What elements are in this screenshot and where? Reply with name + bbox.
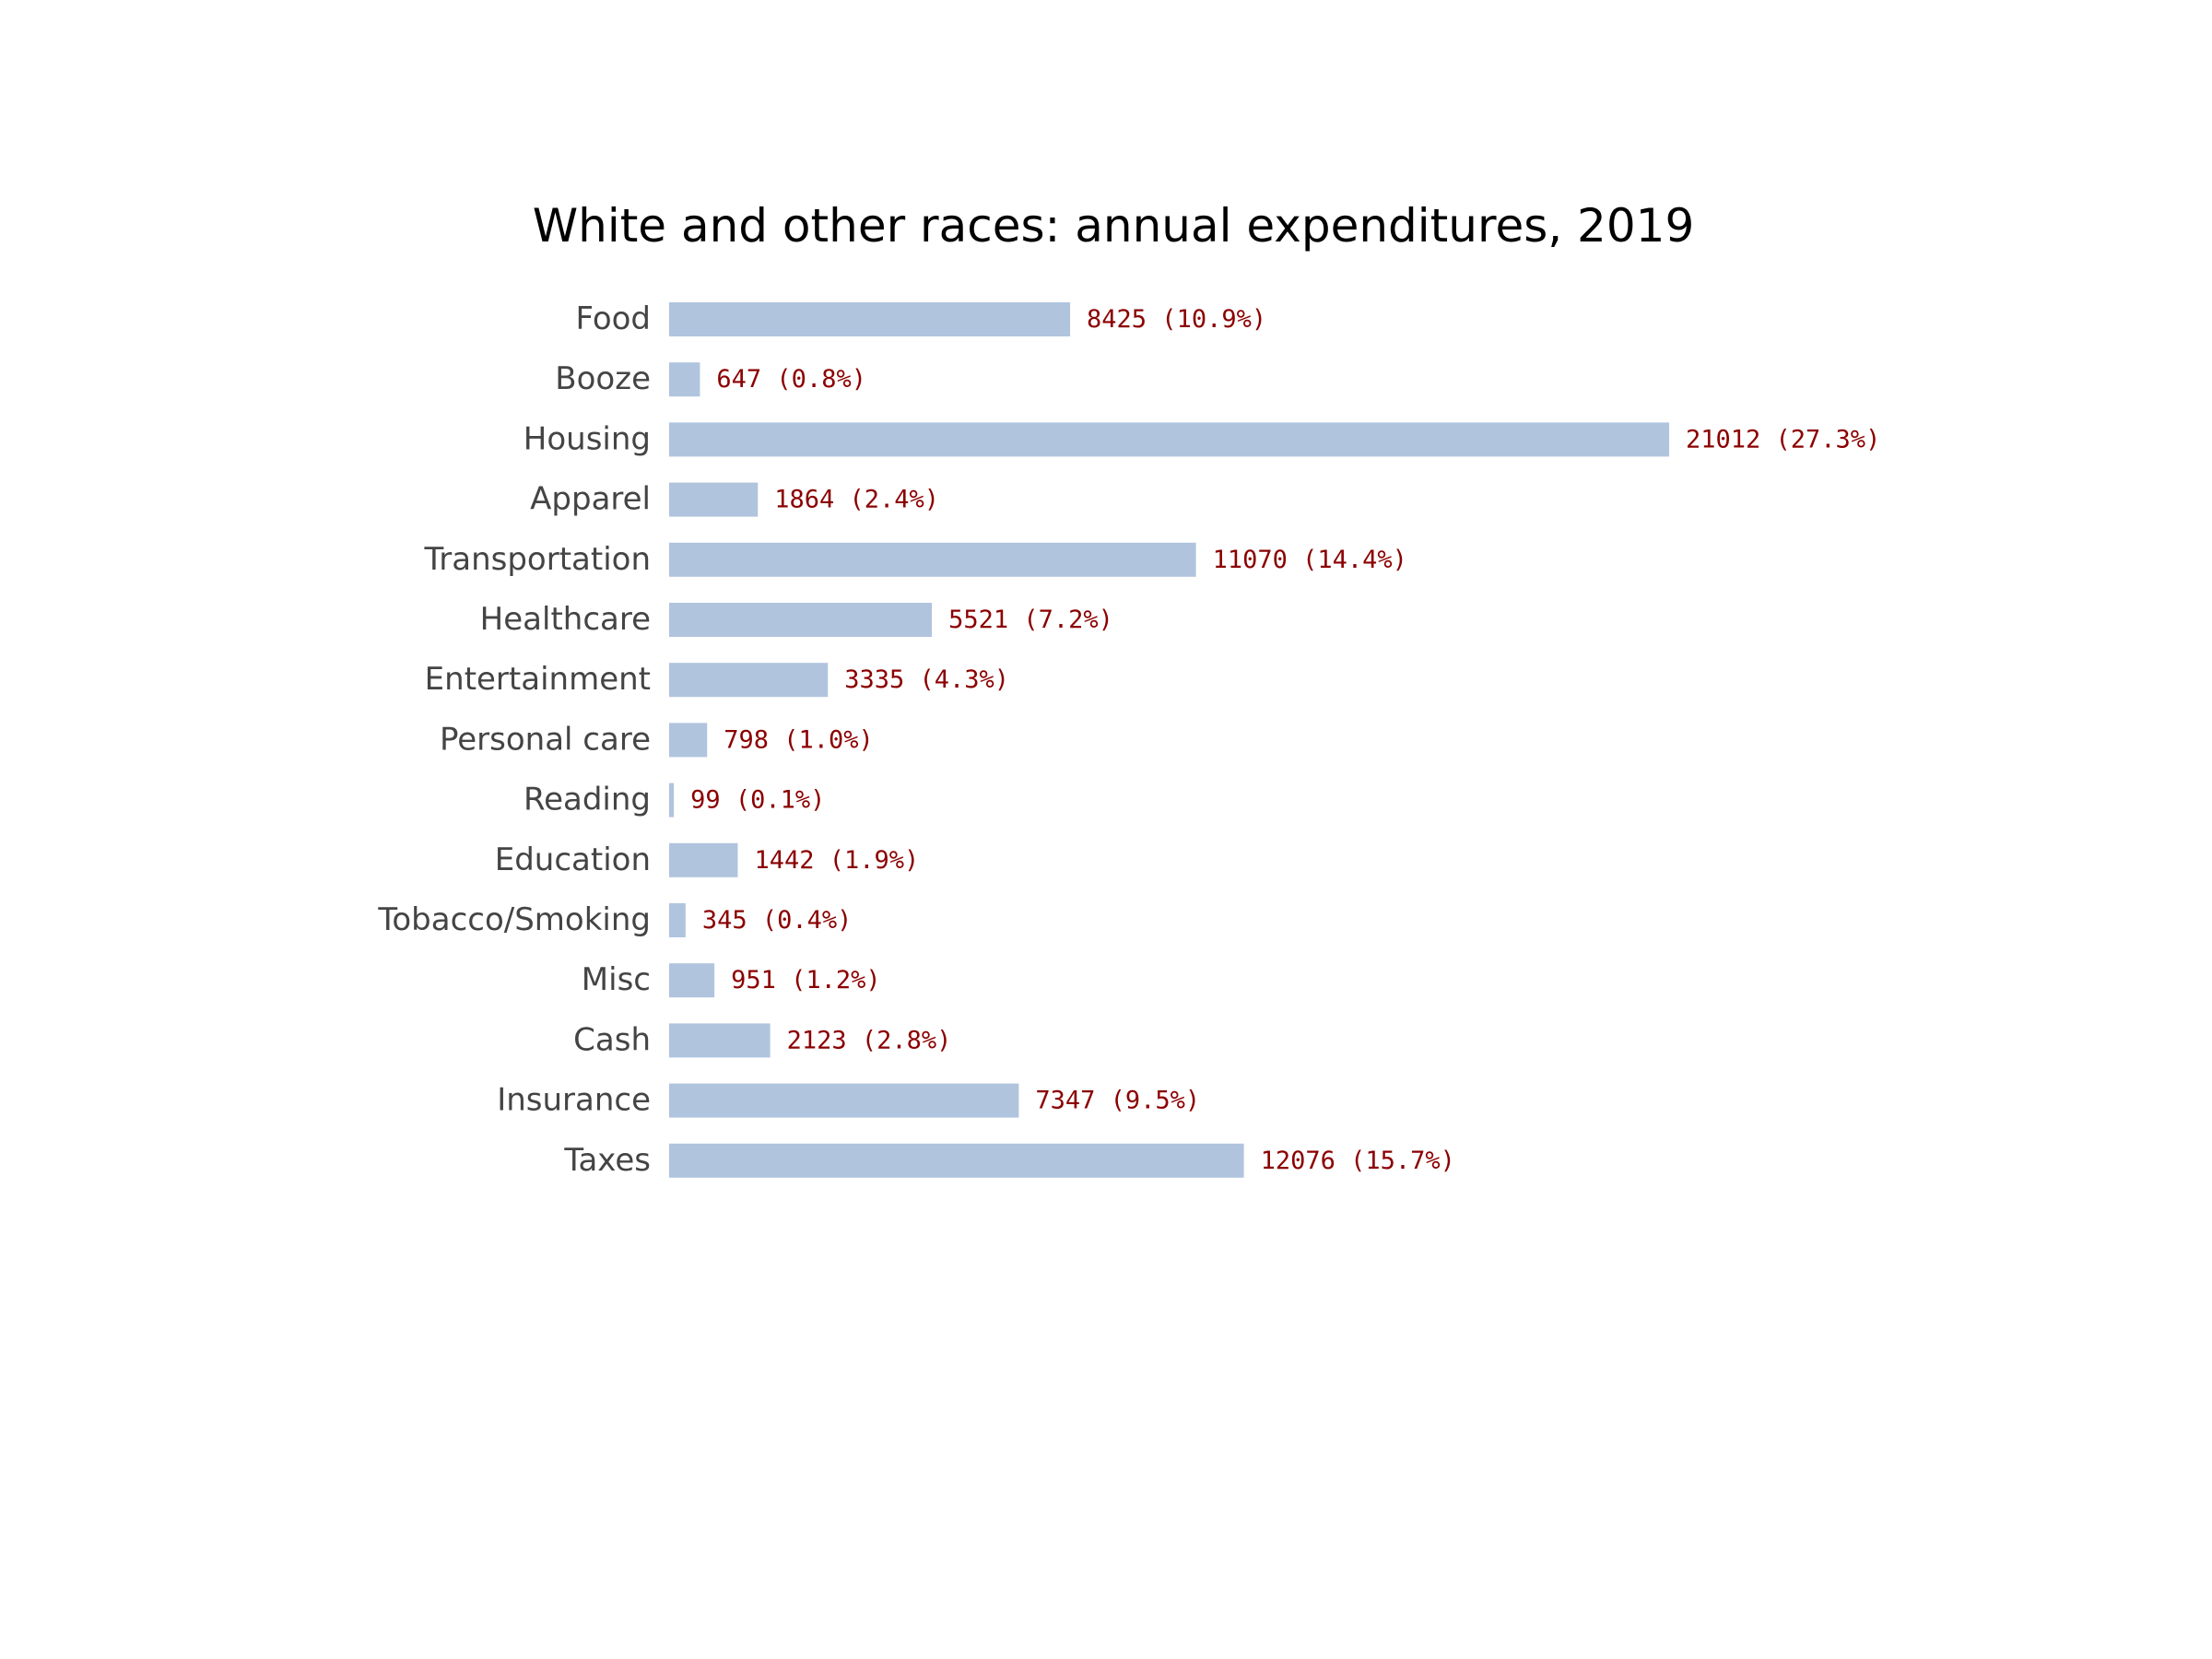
bar-insurance	[669, 1083, 1019, 1118]
value-label-tobacco-smoking: 345 (0.4%)	[702, 906, 853, 935]
value-label-booze: 647 (0.8%)	[716, 365, 866, 394]
bar-misc	[669, 963, 715, 998]
bar-personal-care	[669, 723, 708, 758]
value-label-housing: 21012 (27.3%)	[1686, 425, 1880, 453]
value-label-misc: 951 (1.2%)	[731, 966, 881, 994]
bar-apparel	[669, 482, 759, 517]
category-label-reading: Reading	[524, 782, 651, 818]
category-label-housing: Housing	[524, 420, 651, 457]
category-label-tobacco-smoking: Tobacco/Smoking	[377, 901, 651, 938]
value-label-apparel: 1864 (2.4%)	[774, 486, 939, 514]
category-label-booze: Booze	[555, 360, 651, 397]
category-label-misc: Misc	[582, 961, 651, 998]
bar-housing	[669, 422, 1669, 457]
value-label-transportation: 11070 (14.4%)	[1213, 546, 1407, 574]
category-label-insurance: Insurance	[497, 1082, 651, 1119]
category-label-healthcare: Healthcare	[480, 601, 651, 638]
bars-group: Food 8425 (10.9%) Booze 647 (0.8%) Housing 21…	[377, 300, 1880, 1179]
bar-cash	[669, 1023, 771, 1058]
category-label-taxes: Taxes	[563, 1142, 651, 1179]
category-label-apparel: Apparel	[530, 481, 651, 518]
value-label-insurance: 7347 (9.5%)	[1035, 1087, 1200, 1115]
category-label-education: Education	[495, 841, 651, 878]
bar-tobacco-smoking	[669, 903, 686, 937]
category-label-entertainment: Entertainment	[425, 661, 651, 698]
value-label-reading: 99 (0.1%)	[690, 786, 825, 815]
value-label-food: 8425 (10.9%)	[1087, 305, 1266, 334]
value-label-cash: 2123 (2.8%)	[787, 1026, 952, 1054]
bar-healthcare	[669, 603, 933, 637]
bar-education	[669, 842, 738, 877]
category-label-transportation: Transportation	[423, 541, 651, 578]
bar-taxes	[669, 1143, 1244, 1178]
bar-booze	[669, 362, 700, 397]
bar-food	[669, 302, 1071, 336]
value-label-education: 1442 (1.9%)	[754, 846, 919, 875]
bar-reading	[669, 782, 675, 818]
category-label-cash: Cash	[573, 1021, 651, 1058]
value-label-personal-care: 798 (1.0%)	[724, 725, 874, 754]
category-label-personal-care: Personal care	[440, 721, 651, 758]
value-label-taxes: 12076 (15.7%)	[1261, 1147, 1455, 1175]
value-label-healthcare: 5521 (7.2%)	[948, 606, 1113, 634]
bar-entertainment	[669, 663, 829, 698]
category-label-food: Food	[575, 300, 651, 337]
value-label-entertainment: 3335 (4.3%)	[844, 665, 1009, 694]
bar-transportation	[669, 542, 1196, 577]
chart-title: White and other races: annual expenditur…	[533, 199, 1695, 253]
